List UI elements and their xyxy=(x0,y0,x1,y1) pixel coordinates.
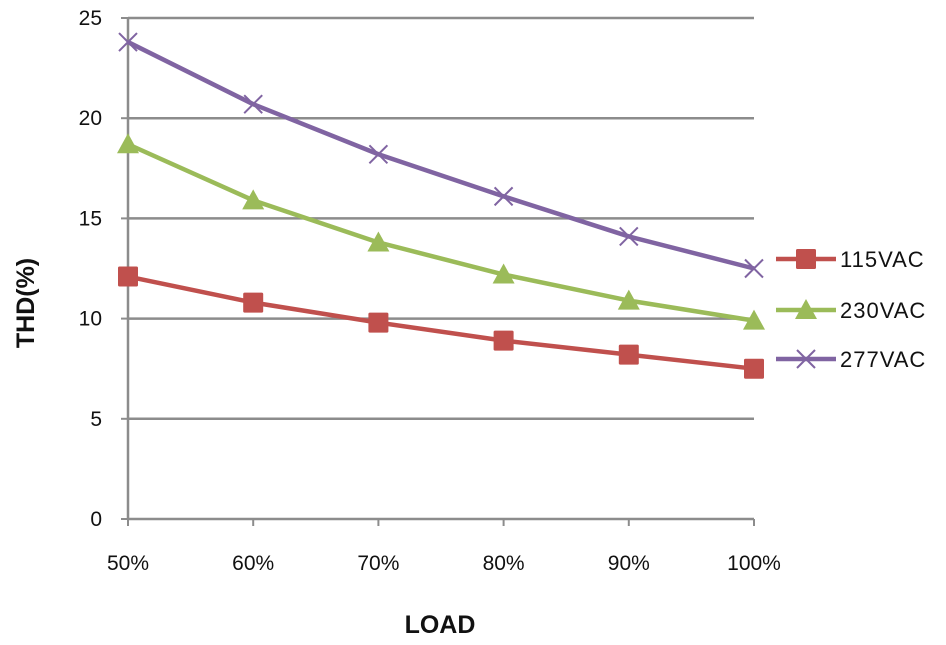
legend-label: 277VAC xyxy=(840,347,926,372)
x-marker-stroke xyxy=(118,32,138,52)
x-tick-label: 50% xyxy=(107,552,149,575)
x-tick-label: 70% xyxy=(357,552,399,575)
data-point-277VAC-60% xyxy=(243,94,263,114)
x-axis-title: LOAD xyxy=(405,611,476,639)
data-point-277VAC-90% xyxy=(619,226,639,247)
legend-marker xyxy=(795,299,817,319)
x-marker-stroke xyxy=(619,226,639,247)
legend-item-277VAC: 277VAC xyxy=(776,347,926,372)
y-axis-title: THD(%) xyxy=(12,258,40,348)
y-tick-label: 0 xyxy=(90,508,102,531)
legend-item-230VAC: 230VAC xyxy=(776,298,926,323)
series-230VAC xyxy=(117,133,765,330)
x-tick-labels: 50% 60% 70% 80% 90% 100% xyxy=(107,552,781,575)
x-tick-label: 80% xyxy=(483,552,525,575)
data-point-277VAC-50% xyxy=(118,32,138,52)
series-line-230VAC xyxy=(127,142,755,323)
legend-marker xyxy=(796,349,816,369)
data-point-115VAC-60% xyxy=(243,292,264,313)
data-point-115VAC-50% xyxy=(118,266,138,287)
x-marker-stroke xyxy=(744,258,764,279)
y-tick-label: 20 xyxy=(79,107,102,130)
axes xyxy=(121,17,755,526)
x-tick-label: 100% xyxy=(727,552,781,575)
y-tick-label: 5 xyxy=(90,408,102,431)
data-point-277VAC-80% xyxy=(493,186,514,207)
y-tick-label: 15 xyxy=(79,207,102,230)
series-line-115VAC xyxy=(127,274,755,371)
data-point-230VAC-90% xyxy=(617,289,640,310)
legend-label: 230VAC xyxy=(840,298,926,323)
data-point-115VAC-70% xyxy=(368,312,389,333)
data-point-230VAC-50% xyxy=(117,133,139,154)
y-tick-labels: 0 5 10 15 20 25 xyxy=(79,7,102,531)
legend: 115VAC 230VAC 277VAC xyxy=(776,247,926,372)
x-marker-stroke xyxy=(493,186,514,207)
data-point-115VAC-90% xyxy=(618,344,639,365)
series-group xyxy=(117,32,765,379)
data-point-115VAC-80% xyxy=(493,330,514,351)
legend-label: 115VAC xyxy=(840,247,925,272)
data-point-230VAC-100% xyxy=(743,309,765,330)
x-marker-stroke xyxy=(368,144,389,164)
x-tick-label: 60% xyxy=(232,552,274,575)
series-115VAC xyxy=(118,266,764,379)
series-line-277VAC xyxy=(126,40,755,271)
legend-marker xyxy=(796,249,816,269)
data-point-115VAC-100% xyxy=(744,358,764,379)
data-point-230VAC-80% xyxy=(492,263,515,284)
x-tick-label: 90% xyxy=(608,552,650,575)
data-point-230VAC-70% xyxy=(367,231,390,252)
data-point-230VAC-60% xyxy=(242,189,265,210)
data-point-277VAC-100% xyxy=(744,258,764,279)
x-marker-stroke xyxy=(243,94,263,114)
legend-item-115VAC: 115VAC xyxy=(776,247,925,272)
y-tick-label: 25 xyxy=(79,7,102,30)
series-277VAC xyxy=(118,32,764,279)
data-point-277VAC-70% xyxy=(368,144,389,164)
x-marker-stroke xyxy=(796,349,816,369)
grid-lines xyxy=(128,16,754,421)
y-tick-label: 10 xyxy=(79,308,102,331)
